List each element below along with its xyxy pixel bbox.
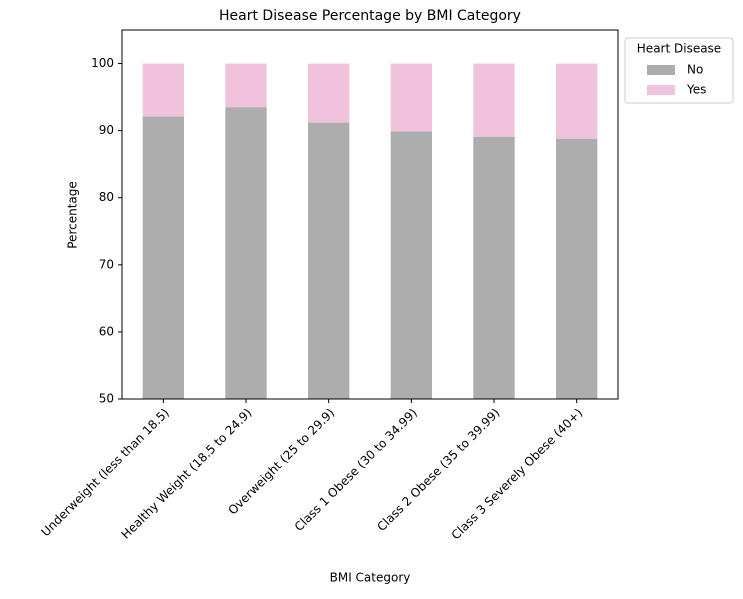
bar bbox=[473, 63, 515, 137]
y-tick-label: 90 bbox=[99, 123, 114, 137]
bar bbox=[308, 122, 350, 399]
bar bbox=[308, 63, 350, 123]
bar bbox=[142, 116, 184, 399]
y-tick-label: 70 bbox=[99, 257, 114, 271]
bar bbox=[556, 63, 598, 139]
x-axis-label: BMI Category bbox=[330, 571, 411, 585]
x-tick-label: Healthy Weight (18.5 to 24.9) bbox=[119, 406, 255, 542]
y-tick-label: 100 bbox=[91, 56, 114, 70]
y-axis-label: Percentage bbox=[66, 181, 80, 249]
bar bbox=[473, 136, 515, 399]
x-tick-label: Class 3 Severely Obese (40+) bbox=[449, 406, 586, 543]
chart-title: Heart Disease Percentage by BMI Category bbox=[219, 8, 521, 24]
legend-label: No bbox=[687, 63, 703, 77]
plot-area bbox=[142, 63, 598, 399]
bar bbox=[556, 138, 598, 399]
legend-title: Heart Disease bbox=[637, 42, 721, 56]
axes-frame bbox=[121, 29, 619, 400]
bar bbox=[390, 131, 432, 399]
legend-swatch bbox=[647, 85, 675, 95]
bar bbox=[390, 63, 432, 132]
y-tick-label: 80 bbox=[99, 190, 114, 204]
bar bbox=[225, 63, 267, 108]
legend-swatch bbox=[647, 65, 675, 75]
y-tick-label: 50 bbox=[99, 392, 114, 406]
bar bbox=[142, 63, 184, 117]
y-tick-label: 60 bbox=[99, 324, 114, 338]
x-tick-label: Underweight (less than 18.5) bbox=[38, 406, 171, 539]
bar bbox=[225, 107, 267, 399]
legend-label: Yes bbox=[686, 83, 706, 97]
